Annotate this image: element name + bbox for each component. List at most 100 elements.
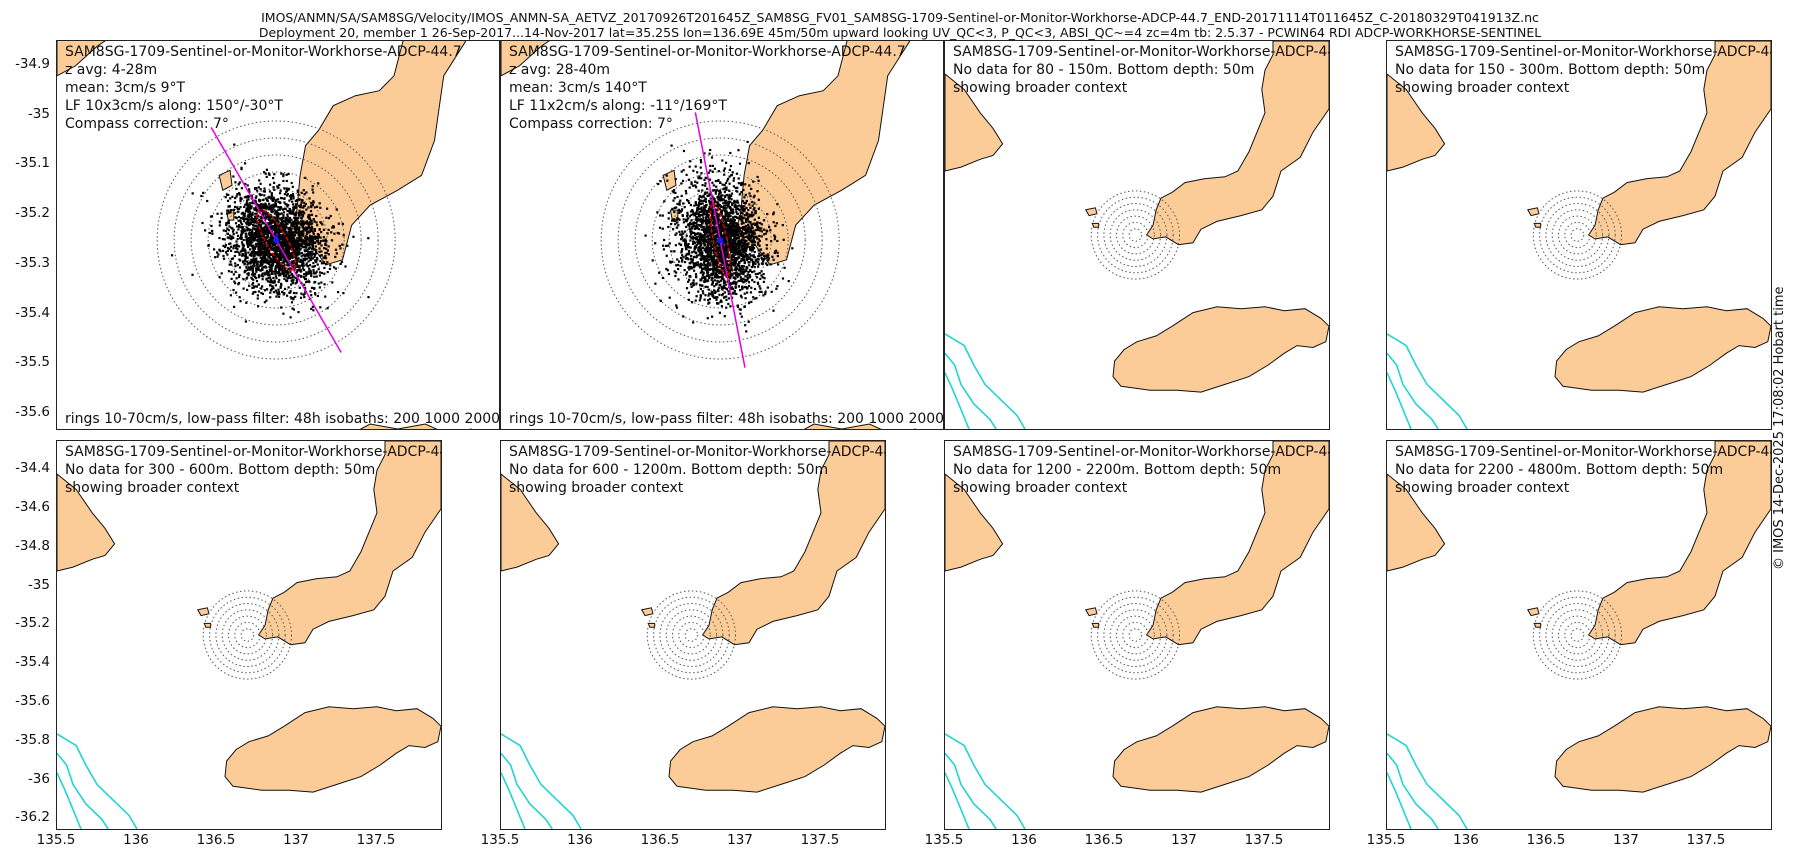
scatter-point: [708, 247, 711, 250]
scatter-point: [342, 234, 345, 237]
scatter-point: [746, 277, 749, 280]
scatter-point: [331, 226, 334, 229]
scatter-point: [754, 273, 757, 276]
scatter-point: [760, 223, 763, 226]
scatter-point: [235, 217, 238, 220]
scatter-point: [305, 242, 308, 245]
scatter-point: [681, 235, 684, 238]
scatter-point: [239, 250, 242, 253]
scatter-point: [735, 200, 738, 203]
scatter-point: [706, 248, 709, 251]
scatter-point: [760, 290, 763, 293]
scatter-point: [283, 259, 286, 262]
scatter-point: [291, 231, 294, 234]
scatter-point: [745, 330, 748, 333]
scatter-point: [259, 242, 262, 245]
scatter-point: [257, 283, 260, 286]
scatter-point: [721, 183, 724, 186]
scatter-point: [320, 231, 323, 234]
scatter-point: [729, 267, 733, 270]
scatter-point: [307, 250, 310, 253]
scatter-point: [246, 217, 249, 221]
scatter-point: [710, 216, 713, 219]
scatter-point: [763, 255, 766, 258]
scatter-point: [249, 239, 252, 242]
scatter-point: [284, 203, 287, 206]
scatter-point: [759, 277, 762, 280]
scatter-point: [751, 260, 754, 263]
scatter-point: [300, 221, 303, 224]
scatter-point: [282, 214, 285, 217]
scatter-point: [714, 204, 717, 207]
scatter-point: [695, 254, 698, 257]
scatter-point: [710, 278, 713, 281]
scatter-point: [251, 286, 254, 289]
scatter-point: [293, 221, 296, 224]
scatter-point: [249, 213, 252, 216]
scatter-point: [285, 173, 288, 176]
scatter-point: [248, 195, 251, 198]
scatter-point: [298, 221, 301, 224]
scatter-point: [749, 206, 752, 209]
scatter-point: [674, 223, 677, 226]
scatter-point: [721, 194, 724, 197]
scatter-point: [753, 231, 756, 234]
scatter-point: [742, 244, 746, 247]
scatter-point: [702, 208, 706, 211]
scatter-point: [729, 215, 732, 218]
scatter-point: [690, 266, 693, 269]
scatter-point: [724, 283, 727, 286]
scatter-point: [292, 247, 295, 250]
scatter-point: [288, 209, 291, 212]
scatter-point: [703, 210, 706, 213]
scatter-point: [259, 203, 262, 207]
scatter-point: [226, 253, 229, 256]
scatter-point: [236, 243, 239, 246]
scatter-point: [234, 197, 237, 200]
scatter-point: [270, 259, 273, 262]
scatter-point: [267, 241, 270, 244]
scatter-point: [310, 286, 314, 289]
scatter-point: [728, 196, 731, 199]
scatter-point: [305, 226, 308, 229]
scatter-point: [246, 205, 249, 208]
scatter-point: [702, 216, 705, 219]
scatter-point: [709, 148, 712, 152]
scatter-point: [682, 315, 685, 318]
scatter-point: [286, 235, 289, 238]
scatter-point: [744, 324, 747, 327]
scatter-point: [715, 212, 718, 215]
scatter-point: [254, 233, 257, 236]
scatter-point: [747, 237, 750, 240]
scatter-point: [236, 250, 239, 253]
scatter-point: [695, 218, 698, 221]
scatter-point: [274, 200, 277, 203]
scatter-point: [249, 262, 252, 265]
scatter-point: [239, 221, 243, 224]
scatter-point: [246, 244, 250, 247]
scatter-point: [294, 252, 297, 255]
scatter-point: [305, 191, 308, 194]
scatter-point: [740, 272, 743, 275]
scatter-point: [283, 267, 286, 270]
scatter-point: [244, 249, 247, 252]
scatter-point: [325, 263, 328, 266]
scatter-point: [300, 231, 304, 234]
scatter-point: [250, 220, 253, 224]
scatter-point: [728, 175, 731, 178]
scatter-point: [237, 219, 240, 222]
scatter-point: [311, 185, 314, 188]
scatter-point: [293, 239, 296, 242]
scatter-point: [282, 211, 286, 214]
scatter-point: [702, 194, 705, 197]
scatter-point: [248, 244, 251, 247]
scatter-point: [271, 281, 274, 284]
scatter-point: [756, 281, 759, 284]
scatter-point: [278, 183, 281, 187]
scatter-point: [282, 274, 285, 277]
scatter-point: [260, 193, 263, 196]
scatter-point: [700, 228, 703, 231]
scatter-point: [674, 274, 677, 277]
scatter-point: [289, 296, 292, 299]
scatter-point: [705, 203, 708, 206]
